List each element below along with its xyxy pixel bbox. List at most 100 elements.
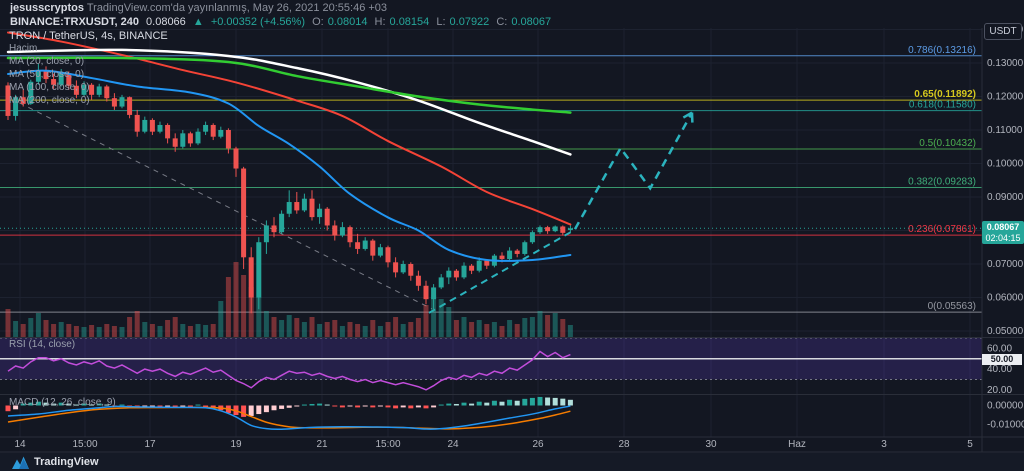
- legend-ma20[interactable]: MA (20, close, 0): [9, 56, 85, 67]
- macd-hist-bar: [149, 405, 155, 407]
- candle-body: [385, 247, 391, 263]
- volume-bar: [263, 311, 269, 337]
- candle-body: [408, 264, 414, 276]
- author-name: jesusscryptos: [10, 2, 84, 14]
- macd-hist-bar: [309, 403, 315, 406]
- rsi-tick-label: 40.00: [987, 364, 1012, 375]
- legend-ma50[interactable]: MA (50, close, 0): [9, 69, 85, 80]
- candle-body: [362, 240, 368, 249]
- candle-body: [180, 133, 186, 147]
- macd-hist-bar: [469, 403, 475, 406]
- macd-hist-bar: [28, 402, 34, 406]
- candle-body: [218, 130, 224, 137]
- macd-tick-label: -0.01000: [987, 420, 1024, 431]
- volume-bar: [203, 325, 209, 337]
- time-tick-label: 15:00: [72, 439, 97, 450]
- legend-ma100[interactable]: MA (100, close, 0): [9, 82, 90, 93]
- candle-body: [537, 227, 543, 233]
- footer-brand[interactable]: TradingView: [34, 456, 99, 468]
- last-price-badge[interactable]: 0.08067 02:04:15: [982, 221, 1024, 244]
- macd-hist-bar: [339, 405, 345, 408]
- macd-legend[interactable]: MACD (12, 26, close, 9): [9, 397, 116, 408]
- candle-body: [165, 124, 171, 139]
- macd-hist-bar: [271, 405, 277, 411]
- candle-body: [104, 86, 110, 99]
- volume-bar: [446, 307, 452, 337]
- volume-bar: [453, 320, 459, 337]
- macd-hist-bar: [5, 405, 11, 412]
- uptrend-line[interactable]: [428, 229, 575, 314]
- volume-bar: [96, 327, 102, 337]
- legend-volume[interactable]: Hacim: [9, 43, 38, 54]
- macd-hist-bar: [43, 402, 49, 406]
- time-tick-label: 19: [230, 439, 242, 450]
- candle-body: [210, 124, 216, 137]
- volume-bar: [180, 324, 186, 337]
- candle-body: [309, 198, 315, 218]
- macd-hist-bar: [203, 405, 209, 408]
- time-tick-label: 28: [618, 439, 630, 450]
- macd-hist-bar: [187, 405, 193, 407]
- ma50-line: [7, 31, 572, 226]
- macd-hist-bar: [491, 400, 497, 406]
- candle-body: [377, 247, 383, 256]
- candle-body: [446, 270, 452, 278]
- time-axis[interactable]: [0, 437, 982, 452]
- macd-hist-bar: [408, 405, 414, 409]
- volume-bar: [529, 317, 535, 337]
- time-tick-label: 14: [14, 439, 26, 450]
- macd-hist-bar: [119, 404, 125, 406]
- candle-body: [172, 138, 178, 147]
- open-label: O:: [312, 16, 324, 28]
- candle-body: [529, 232, 535, 243]
- candle-body: [271, 225, 277, 233]
- candle-body: [263, 225, 269, 243]
- macd-hist-bar: [507, 399, 513, 406]
- price-tick-label: 0.10000: [987, 159, 1024, 170]
- volume-bar: [233, 262, 239, 337]
- rsi-tick-label: 20.00: [987, 385, 1012, 396]
- candle-body: [461, 265, 467, 278]
- chart-legend: TRON / TetherUS, 4s, BINANCE Hacim MA (2…: [9, 31, 168, 106]
- fib-level-label: 0.786(0.13216): [908, 45, 976, 56]
- macd-hist-bar: [332, 405, 338, 407]
- fib-level-label: 0.5(0.10432): [919, 138, 976, 149]
- candle-body: [142, 119, 148, 132]
- last-price-value: 0.08066: [146, 16, 186, 28]
- projection-zigzag[interactable]: [573, 111, 694, 230]
- macd-signal-line: [7, 406, 571, 430]
- macd-hist-bar: [423, 405, 429, 409]
- volume-bar: [484, 324, 490, 337]
- projection-arrowhead-icon: [682, 111, 693, 119]
- tradingview-logo-icon[interactable]: [12, 456, 29, 469]
- macd-hist-bar: [256, 405, 262, 415]
- rsi-legend[interactable]: RSI (14, close): [9, 339, 76, 350]
- candle-body: [241, 168, 247, 258]
- volume-bar: [362, 326, 368, 337]
- volume-bar: [537, 311, 543, 337]
- candle-body: [415, 275, 421, 286]
- volume-bar: [111, 326, 117, 337]
- volume-bar: [507, 320, 513, 337]
- volume-bar: [20, 324, 26, 337]
- macd-hist-bar: [89, 404, 95, 406]
- publish-timestamp: TradingView.com'da yayınlanmış, May 26, …: [86, 2, 388, 14]
- downtrend-line[interactable]: [19, 102, 433, 310]
- legend-symbol-title[interactable]: TRON / TetherUS, 4s, BINANCE: [9, 30, 168, 42]
- candle-body: [13, 97, 19, 116]
- macd-hist-bar: [438, 404, 444, 406]
- volume-bar: [279, 320, 285, 337]
- candle-body: [28, 81, 34, 104]
- volume-bar: [393, 317, 399, 337]
- macd-hist-bar: [73, 404, 79, 406]
- time-tick-label: Haz: [788, 439, 806, 450]
- candle-body: [248, 257, 254, 298]
- rsi-mid-badge: 50.00: [982, 354, 1022, 365]
- legend-ma200[interactable]: MA (200, close, 0): [9, 95, 90, 106]
- macd-hist-bar: [263, 405, 269, 413]
- currency-unit-button[interactable]: USDT: [984, 23, 1022, 40]
- volume-bar: [210, 324, 216, 337]
- volume-bar: [81, 327, 87, 337]
- candle-body: [127, 97, 133, 115]
